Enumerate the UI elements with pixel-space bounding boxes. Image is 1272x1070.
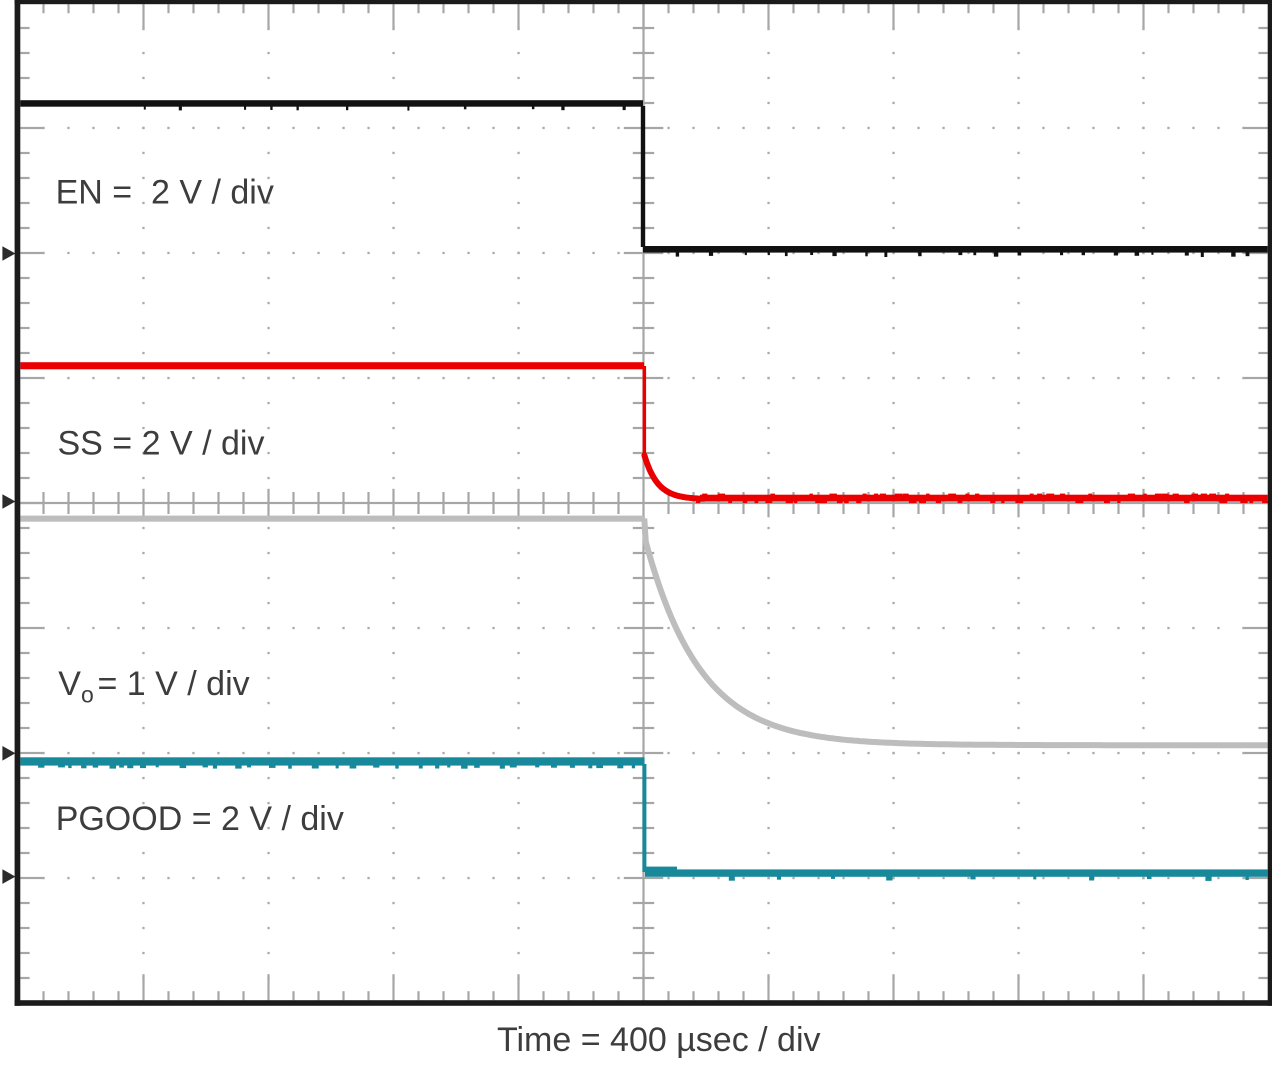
- svg-text:PGOOD = 2 V / div: PGOOD = 2 V / div: [56, 800, 344, 838]
- svg-text:Time = 400 µsec / div: Time = 400 µsec / div: [497, 1021, 821, 1059]
- svg-text:SS = 2 V / div: SS = 2 V / div: [58, 424, 265, 462]
- svg-text:Vo= 1 V / div: Vo = 1 V / div: [58, 665, 249, 708]
- svg-text:EN = 2 V / div: EN = 2 V / div: [56, 174, 274, 212]
